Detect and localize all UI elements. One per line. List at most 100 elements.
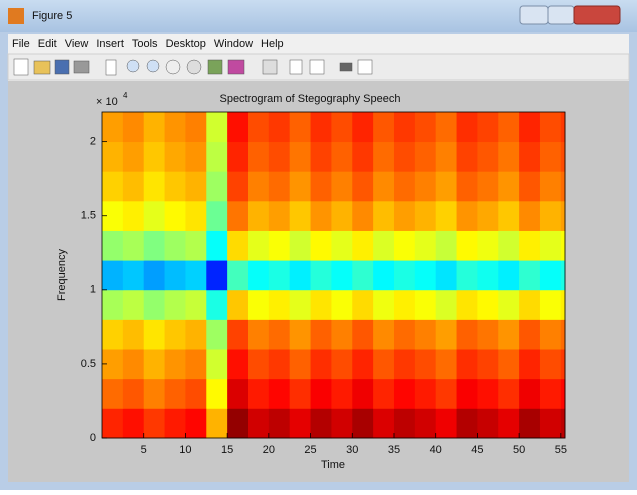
spectrogram-cell (269, 319, 290, 349)
spectrogram-cell (290, 171, 311, 201)
spectrogram-cell (227, 112, 248, 142)
spectrogram-cell (457, 171, 478, 201)
spectrogram-cell (206, 171, 227, 201)
spectrogram-cell (165, 408, 186, 438)
zoom-out-icon[interactable] (147, 60, 159, 72)
close-button[interactable] (574, 6, 620, 24)
spectrogram-cell (206, 408, 227, 438)
spectrogram-cell (477, 290, 498, 320)
spectrogram-cell (227, 201, 248, 231)
menu-item[interactable]: File (12, 38, 30, 50)
spectrogram-cell (185, 142, 206, 172)
x-tick-label: 5 (141, 444, 147, 456)
spectrogram-cell (185, 349, 206, 379)
spectrogram-cell (123, 379, 144, 409)
spectrogram-cell (519, 319, 540, 349)
spectrogram-cell (165, 231, 186, 261)
spectrogram-cell (394, 319, 415, 349)
spectrogram-cell (373, 171, 394, 201)
spectrogram-cell (269, 231, 290, 261)
spectrogram-cell (477, 201, 498, 231)
spectrogram-cell (248, 379, 269, 409)
new-icon[interactable] (14, 59, 28, 75)
spectrogram-cell (227, 290, 248, 320)
x-tick-label: 55 (555, 444, 567, 456)
spectrogram-cell (477, 142, 498, 172)
pan-icon[interactable] (166, 60, 180, 74)
chart-title: Spectrogram of Stegography Speech (219, 93, 400, 105)
spectrogram-cell (352, 201, 373, 231)
datacursor-icon[interactable] (208, 60, 222, 74)
menu-item[interactable]: Edit (38, 38, 57, 50)
spectrogram-cell (165, 379, 186, 409)
menu-item[interactable]: Tools (132, 38, 158, 50)
spectrogram-cell (144, 408, 165, 438)
spectrogram-cell (269, 408, 290, 438)
spectrogram-cell (311, 290, 332, 320)
spectrogram-cell (227, 260, 248, 290)
colorbar-icon[interactable] (290, 60, 302, 74)
spectrogram-cell (123, 349, 144, 379)
spectrogram-cell (165, 349, 186, 379)
spectrogram-cell (144, 201, 165, 231)
menu-item[interactable]: Window (214, 38, 253, 50)
spectrogram-cell (227, 379, 248, 409)
spectrogram-cell (498, 379, 519, 409)
hide-tools-icon[interactable] (340, 63, 352, 71)
spectrogram-cell (373, 379, 394, 409)
spectrogram-cell (436, 171, 457, 201)
spectrogram-cell (331, 142, 352, 172)
maximize-button[interactable] (548, 6, 574, 24)
spectrogram-cell (498, 349, 519, 379)
brush-icon[interactable] (228, 60, 244, 74)
spectrogram-cell (165, 112, 186, 142)
spectrogram-cell (165, 171, 186, 201)
spectrogram-cell (331, 231, 352, 261)
spectrogram-cell (540, 201, 561, 231)
x-tick-label: 25 (304, 444, 316, 456)
spectrogram-cell (436, 201, 457, 231)
spectrogram-cell (227, 231, 248, 261)
minimize-button[interactable] (520, 6, 548, 24)
spectrogram-cell (540, 408, 561, 438)
spectrogram-cell (102, 319, 123, 349)
spectrogram-cell (227, 171, 248, 201)
spectrogram-cell (540, 319, 561, 349)
spectrogram-cell (269, 112, 290, 142)
spectrogram-cell (457, 201, 478, 231)
spectrogram-cell (352, 142, 373, 172)
page: Figure 5 File Edit View Insert Tools Desktop W… (0, 0, 637, 490)
pointer-icon[interactable] (106, 60, 116, 75)
menu-item[interactable]: View (65, 38, 89, 50)
print-icon[interactable] (74, 61, 89, 73)
spectrogram-cell (457, 349, 478, 379)
spectrogram-cell (498, 142, 519, 172)
menu-item[interactable]: Help (261, 38, 284, 50)
link-icon[interactable] (263, 60, 277, 74)
spectrogram-cell (540, 260, 561, 290)
spectrogram-cell (269, 379, 290, 409)
spectrogram-cell (311, 112, 332, 142)
spectrogram-cell (290, 201, 311, 231)
spectrogram-cell (394, 379, 415, 409)
menu-item[interactable]: Desktop (166, 38, 206, 50)
spectrogram-cell (540, 112, 561, 142)
spectrogram-cell (248, 142, 269, 172)
spectrogram-cell (102, 171, 123, 201)
window-title: Figure 5 (32, 10, 72, 22)
zoom-in-icon[interactable] (127, 60, 139, 72)
show-tools-icon[interactable] (358, 60, 372, 74)
spectrogram-cell (248, 290, 269, 320)
spectrogram-cell (394, 171, 415, 201)
figure-window: Figure 5 File Edit View Insert Tools Desktop W… (0, 0, 637, 490)
menu-item[interactable]: Insert (96, 38, 124, 50)
open-icon[interactable] (34, 61, 50, 74)
save-icon[interactable] (55, 60, 69, 74)
spectrogram-cell (290, 142, 311, 172)
spectrogram-cell (185, 290, 206, 320)
rotate-icon[interactable] (187, 60, 201, 74)
spectrogram-cell (165, 201, 186, 231)
spectrogram-cell (519, 201, 540, 231)
legend-icon[interactable] (310, 60, 324, 74)
spectrogram-cell (248, 319, 269, 349)
